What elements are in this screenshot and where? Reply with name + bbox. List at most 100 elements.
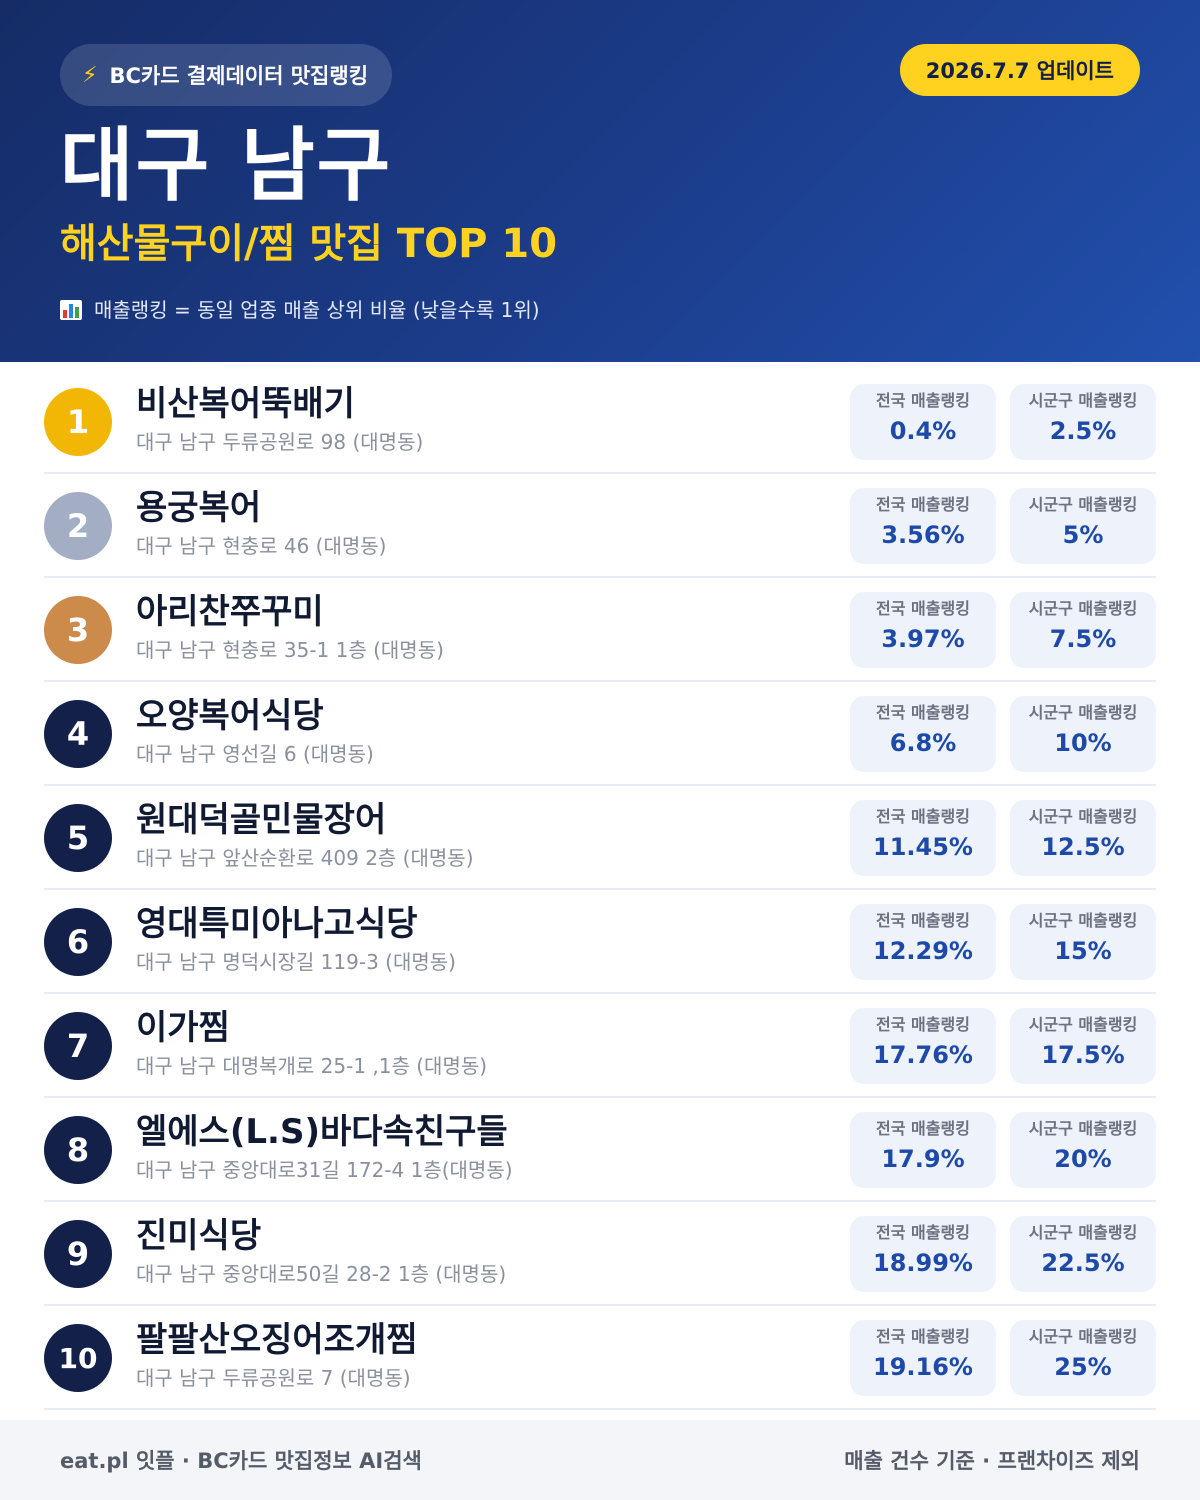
restaurant-name[interactable]: 팔팔산오징어조개찜 — [136, 1320, 418, 1360]
restaurant-address: 대구 남구 두류공원로 7 (대명동) — [136, 1366, 411, 1390]
page-subtitle: 해산물구이/찜 맛집 TOP 10 — [60, 221, 558, 267]
national-rank-label: 전국 매출랭킹 — [876, 1327, 970, 1346]
footer-note: 매출 건수 기준 · 프랜차이즈 제외 — [844, 1449, 1140, 1473]
local-rank-value: 5% — [1062, 521, 1104, 549]
restaurant-address: 대구 남구 현충로 46 (대명동) — [136, 534, 387, 558]
national-rank-box: 전국 매출랭킹 3.97% — [850, 592, 996, 668]
local-rank-label: 시군구 매출랭킹 — [1028, 1119, 1138, 1138]
local-rank-box: 시군구 매출랭킹 2.5% — [1010, 384, 1156, 460]
national-rank-value: 11.45% — [873, 833, 973, 861]
rank-badge: 1 — [44, 388, 112, 456]
restaurant-address: 대구 남구 중앙대로31길 172-4 1층(대명동) — [136, 1158, 513, 1182]
local-rank-value: 17.5% — [1041, 1041, 1125, 1069]
national-rank-box: 전국 매출랭킹 3.56% — [850, 488, 996, 564]
restaurant-name[interactable]: 용궁복어 — [136, 488, 262, 528]
restaurant-address: 대구 남구 앞산순환로 409 2층 (대명동) — [136, 846, 474, 870]
local-rank-box: 시군구 매출랭킹 12.5% — [1010, 800, 1156, 876]
national-rank-value: 17.9% — [881, 1145, 965, 1173]
lightning-icon: ⚡ — [82, 62, 98, 88]
national-rank-value: 17.76% — [873, 1041, 973, 1069]
national-rank-label: 전국 매출랭킹 — [876, 1223, 970, 1242]
restaurant-name[interactable]: 영대특미아나고식당 — [136, 904, 418, 944]
restaurant-name[interactable]: 진미식당 — [136, 1216, 262, 1256]
restaurant-name[interactable]: 비산복어뚝배기 — [136, 384, 355, 424]
local-rank-label: 시군구 매출랭킹 — [1028, 1015, 1138, 1034]
restaurant-name[interactable]: 엘에스(L.S)바다속친구들 — [136, 1112, 508, 1152]
local-rank-label: 시군구 매출랭킹 — [1028, 495, 1138, 514]
local-rank-label: 시군구 매출랭킹 — [1028, 911, 1138, 930]
source-label: BC카드 결제데이터 맛집랭킹 — [109, 64, 369, 88]
local-rank-label: 시군구 매출랭킹 — [1028, 391, 1138, 410]
national-rank-label: 전국 매출랭킹 — [876, 599, 970, 618]
restaurant-address: 대구 남구 명덕시장길 119-3 (대명동) — [136, 950, 456, 974]
local-rank-value: 12.5% — [1041, 833, 1125, 861]
local-rank-box: 시군구 매출랭킹 15% — [1010, 904, 1156, 980]
local-rank-label: 시군구 매출랭킹 — [1028, 1327, 1138, 1346]
local-rank-value: 10% — [1054, 729, 1112, 757]
restaurant-list: 1 비산복어뚝배기 대구 남구 두류공원로 98 (대명동) 전국 매출랭킹 0… — [44, 370, 1156, 1410]
rank-badge: 8 — [44, 1116, 112, 1184]
ranking-legend: 매출랭킹 = 동일 업종 매출 상위 비율 (낮을수록 1위) — [60, 294, 540, 326]
restaurant-row[interactable]: 10 팔팔산오징어조개찜 대구 남구 두류공원로 7 (대명동) 전국 매출랭킹… — [44, 1306, 1156, 1410]
national-rank-box: 전국 매출랭킹 19.16% — [850, 1320, 996, 1396]
restaurant-row[interactable]: 4 오양복어식당 대구 남구 영선길 6 (대명동) 전국 매출랭킹 6.8% … — [44, 682, 1156, 786]
restaurant-row[interactable]: 9 진미식당 대구 남구 중앙대로50길 28-2 1층 (대명동) 전국 매출… — [44, 1202, 1156, 1306]
local-rank-label: 시군구 매출랭킹 — [1028, 1223, 1138, 1242]
local-rank-box: 시군구 매출랭킹 7.5% — [1010, 592, 1156, 668]
local-rank-label: 시군구 매출랭킹 — [1028, 703, 1138, 722]
national-rank-value: 3.56% — [881, 521, 965, 549]
restaurant-row[interactable]: 8 엘에스(L.S)바다속친구들 대구 남구 중앙대로31길 172-4 1층(… — [44, 1098, 1156, 1202]
national-rank-value: 6.8% — [889, 729, 957, 757]
national-rank-box: 전국 매출랭킹 17.9% — [850, 1112, 996, 1188]
national-rank-value: 3.97% — [881, 625, 965, 653]
national-rank-box: 전국 매출랭킹 11.45% — [850, 800, 996, 876]
local-rank-value: 7.5% — [1049, 625, 1117, 653]
rank-badge: 10 — [44, 1324, 112, 1392]
rank-badge: 3 — [44, 596, 112, 664]
national-rank-value: 19.16% — [873, 1353, 973, 1381]
restaurant-row[interactable]: 7 이가찜 대구 남구 대명복개로 25-1 ,1층 (대명동) 전국 매출랭킹… — [44, 994, 1156, 1098]
local-rank-box: 시군구 매출랭킹 25% — [1010, 1320, 1156, 1396]
restaurant-row[interactable]: 2 용궁복어 대구 남구 현충로 46 (대명동) 전국 매출랭킹 3.56% … — [44, 474, 1156, 578]
source-badge: ⚡ BC카드 결제데이터 맛집랭킹 — [60, 44, 393, 106]
restaurant-address: 대구 남구 두류공원로 98 (대명동) — [136, 430, 424, 454]
national-rank-label: 전국 매출랭킹 — [876, 703, 970, 722]
local-rank-value: 20% — [1054, 1145, 1112, 1173]
local-rank-label: 시군구 매출랭킹 — [1028, 599, 1138, 618]
bar-chart-icon — [60, 300, 82, 320]
restaurant-name[interactable]: 아리찬쭈꾸미 — [136, 592, 324, 632]
restaurant-name[interactable]: 오양복어식당 — [136, 696, 324, 736]
header-banner: ⚡ BC카드 결제데이터 맛집랭킹 2026.7.7 업데이트 대구 남구 해산… — [0, 0, 1200, 362]
national-rank-box: 전국 매출랭킹 17.76% — [850, 1008, 996, 1084]
restaurant-address: 대구 남구 대명복개로 25-1 ,1층 (대명동) — [136, 1054, 488, 1078]
national-rank-value: 18.99% — [873, 1249, 973, 1277]
rank-badge: 7 — [44, 1012, 112, 1080]
national-rank-label: 전국 매출랭킹 — [876, 911, 970, 930]
national-rank-value: 0.4% — [889, 417, 957, 445]
update-date-badge: 2026.7.7 업데이트 — [899, 44, 1140, 96]
legend-text: 매출랭킹 = 동일 업종 매출 상위 비율 (낮을수록 1위) — [94, 298, 540, 322]
local-rank-label: 시군구 매출랭킹 — [1028, 807, 1138, 826]
page-title: 대구 남구 — [60, 119, 393, 212]
rank-badge: 9 — [44, 1220, 112, 1288]
restaurant-row[interactable]: 1 비산복어뚝배기 대구 남구 두류공원로 98 (대명동) 전국 매출랭킹 0… — [44, 370, 1156, 474]
rank-badge: 6 — [44, 908, 112, 976]
rank-badge: 5 — [44, 804, 112, 872]
restaurant-row[interactable]: 3 아리찬쭈꾸미 대구 남구 현충로 35-1 1층 (대명동) 전국 매출랭킹… — [44, 578, 1156, 682]
local-rank-value: 2.5% — [1049, 417, 1117, 445]
local-rank-box: 시군구 매출랭킹 20% — [1010, 1112, 1156, 1188]
restaurant-address: 대구 남구 중앙대로50길 28-2 1층 (대명동) — [136, 1262, 507, 1286]
restaurant-row[interactable]: 6 영대특미아나고식당 대구 남구 명덕시장길 119-3 (대명동) 전국 매… — [44, 890, 1156, 994]
local-rank-value: 25% — [1054, 1353, 1112, 1381]
local-rank-value: 22.5% — [1041, 1249, 1125, 1277]
national-rank-label: 전국 매출랭킹 — [876, 1119, 970, 1138]
restaurant-row[interactable]: 5 원대덕골민물장어 대구 남구 앞산순환로 409 2층 (대명동) 전국 매… — [44, 786, 1156, 890]
national-rank-box: 전국 매출랭킹 0.4% — [850, 384, 996, 460]
local-rank-box: 시군구 매출랭킹 22.5% — [1010, 1216, 1156, 1292]
restaurant-address: 대구 남구 영선길 6 (대명동) — [136, 742, 374, 766]
restaurant-name[interactable]: 원대덕골민물장어 — [136, 800, 387, 840]
national-rank-box: 전국 매출랭킹 18.99% — [850, 1216, 996, 1292]
national-rank-label: 전국 매출랭킹 — [876, 807, 970, 826]
restaurant-name[interactable]: 이가찜 — [136, 1008, 230, 1048]
national-rank-label: 전국 매출랭킹 — [876, 495, 970, 514]
